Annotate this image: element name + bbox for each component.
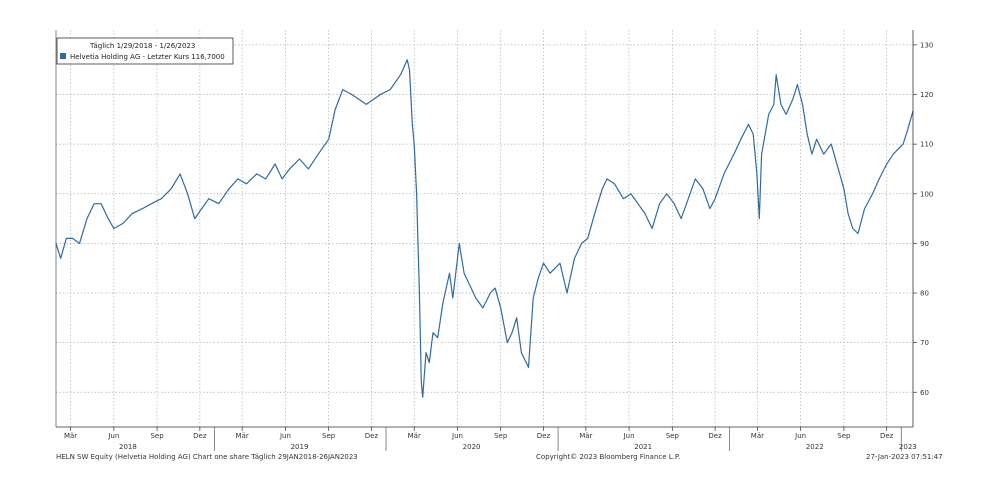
grid-lines [56,30,913,427]
price-line [55,59,914,398]
y-tick-label: 70 [920,339,929,347]
x-year-label: 2022 [806,443,824,451]
x-month-label: Dez [708,432,722,440]
x-year-label: 2019 [291,443,309,451]
x-month-label: Jun [794,432,806,440]
x-month-label: Sep [494,432,508,440]
x-month-label: Dez [193,432,207,440]
y-tick-label: 100 [920,190,933,198]
legend-entry: Helvetia Holding AG - Letzter Kurs 116,7… [70,53,225,61]
legend-swatch [60,53,66,59]
footer-timestamp: 27-Jan-2023 07:51:47 [866,453,943,461]
series-layer [55,59,914,398]
footer-source: HELN SW Equity (Helvetia Holding AG) Cha… [56,453,358,461]
y-tick-label: 110 [920,141,933,149]
x-month-label: Sep [666,432,680,440]
x-month-label: Sep [322,432,336,440]
x-month-label: Jun [279,432,291,440]
x-month-label: Mär [236,432,249,440]
y-tick-label: 120 [920,91,933,99]
legend: Täglich 1/29/2018 - 1/26/2023 Helvetia H… [56,37,234,65]
x-month-label: Mär [751,432,764,440]
x-year-label: 2023 [899,443,917,451]
x-year-label: 2020 [463,443,481,451]
x-month-label: Jun [107,432,119,440]
y-tick-label: 90 [920,240,929,248]
footer-copyright: Copyright© 2023 Bloomberg Finance L.P. [536,453,681,461]
legend-title: Täglich 1/29/2018 - 1/26/2023 [89,42,195,50]
x-year-label: 2018 [119,443,137,451]
x-month-label: Dez [880,432,894,440]
x-month-label: Mär [408,432,421,440]
x-month-label: Mär [64,432,77,440]
x-month-label: Dez [365,432,379,440]
y-tick-label: 130 [920,41,933,49]
legend-box [56,37,234,65]
x-month-label: Jun [623,432,635,440]
x-month-label: Dez [537,432,551,440]
x-month-label: Sep [150,432,164,440]
x-year-label: 2021 [634,443,652,451]
x-month-label: Sep [837,432,851,440]
y-tick-label: 80 [920,290,929,298]
x-month-label: Jun [451,432,463,440]
x-month-label: Mär [579,432,592,440]
y-tick-label: 60 [920,389,929,397]
axes: 60 70 80 90 100 110 120 130 Mär Jun Sep Dez Mär Jun Se… [55,30,933,451]
